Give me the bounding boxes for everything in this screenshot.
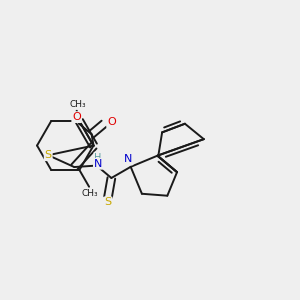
Text: CH₃: CH₃ <box>70 100 86 109</box>
Text: N: N <box>124 154 133 164</box>
Text: N: N <box>94 159 102 169</box>
Text: O: O <box>107 117 116 127</box>
Text: S: S <box>104 197 112 207</box>
Text: CH₃: CH₃ <box>81 189 98 198</box>
Text: S: S <box>45 150 52 160</box>
Text: O: O <box>72 112 81 122</box>
Text: H: H <box>94 152 102 163</box>
